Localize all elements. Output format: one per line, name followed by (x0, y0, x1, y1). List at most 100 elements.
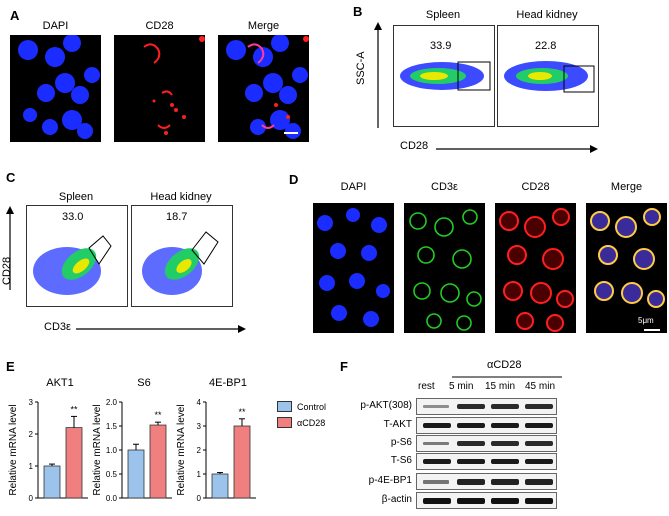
legend-label-treated: αCD28 (297, 417, 326, 428)
y-tick-label: 3 (29, 398, 34, 407)
wb-row-p-4ebp1 (416, 473, 557, 490)
chart-title: S6 (137, 377, 150, 389)
scale-bar (644, 329, 660, 331)
panel-c-ylabel: CD28 (1, 256, 13, 285)
panel-a-merge-image (218, 35, 309, 142)
wb-row-t-s6 (416, 453, 557, 470)
y-tick-label: 0 (197, 494, 202, 503)
y-tick-label: 0.5 (106, 470, 118, 479)
y-tick-label: 1 (197, 470, 202, 479)
panel-a-label: A (10, 8, 20, 23)
y-tick-label: 4 (197, 398, 202, 407)
panel-d-caption-cd3: CD3ε (431, 181, 458, 193)
wb-label-t-s6: T-S6 (390, 455, 412, 466)
panel-c-flow-head-kidney (131, 205, 233, 307)
panel-c-xlabel: CD3ε (44, 321, 71, 333)
significance-mark: ** (70, 404, 78, 414)
bar-control (43, 465, 61, 499)
panel-f-label: F (340, 359, 348, 374)
cd28-rings (499, 208, 574, 332)
panel-c-label: C (6, 170, 16, 185)
panel-b-ylabel: SSC-A (355, 51, 367, 85)
cd3-rings (409, 209, 482, 331)
panel-e-bar-charts: AKT1 Relative mRNA level 0 1 2 3 ** S6 Relative … (8, 377, 256, 503)
chart-title: AKT1 (46, 377, 74, 389)
panel-d-merge-image: 5μm (586, 203, 667, 333)
gate-box (563, 65, 595, 93)
panel-a-caption-merge: Merge (247, 20, 280, 32)
y-tick-label: 3 (197, 422, 202, 431)
panel-c-gate-value-head-kidney: 18.7 (166, 211, 188, 223)
wb-row-t-akt (416, 417, 557, 434)
bar-treated (65, 427, 83, 499)
panel-d-scale-label: 5μm (638, 316, 654, 325)
panel-c-flow-spleen (26, 205, 128, 307)
flow-density (400, 61, 491, 91)
panel-b-flow-spleen (393, 25, 495, 127)
flow-density (142, 231, 219, 295)
chart-ylabel: Relative mRNA level (8, 404, 19, 495)
significance-mark: ** (154, 410, 162, 420)
dapi-nuclei (317, 208, 390, 327)
y-tick-label: 2 (29, 430, 34, 439)
panel-a-caption-dapi: DAPI (42, 20, 69, 32)
panel-a-dapi-image (10, 35, 101, 142)
merge-cells (226, 35, 309, 139)
y-tick-label: 0 (29, 494, 34, 503)
cd28-signal (143, 36, 205, 135)
significance-mark: ** (238, 407, 246, 417)
gate-polygon (191, 231, 219, 265)
panel-b-gate-value-head-kidney: 22.8 (535, 40, 557, 52)
flow-density (504, 61, 595, 93)
y-tick-label: 1.5 (106, 422, 118, 431)
panel-d-caption-dapi: DAPI (340, 181, 367, 193)
y-tick-label: 1.0 (106, 446, 118, 455)
panel-f-lane-45min: 45 min (525, 381, 556, 392)
legend-label-control: Control (297, 401, 327, 412)
panel-b-title-head-kidney: Head kidney (516, 9, 578, 21)
wb-label-beta-actin: β-actin (381, 494, 412, 505)
chart-ylabel: Relative mRNA level (92, 404, 103, 495)
panel-f-group-label: αCD28 (487, 359, 522, 371)
y-tick-label: 2 (197, 446, 202, 455)
panel-e-legend: Control αCD28 (277, 401, 326, 428)
panel-b-label: B (353, 4, 363, 19)
panel-d-dapi-image (313, 203, 394, 333)
panel-b-gate-value-spleen: 33.9 (430, 40, 452, 52)
wb-label-t-akt: T-AKT (383, 419, 412, 430)
bar-control (127, 449, 145, 499)
chart-title: 4E-BP1 (209, 377, 247, 389)
panel-c-gate-value-spleen: 33.0 (62, 211, 84, 223)
flow-density (33, 235, 112, 295)
panel-a-cd28-image (114, 35, 205, 142)
chart-ylabel: Relative mRNA level (176, 404, 187, 495)
panel-c-title-head-kidney: Head kidney (150, 191, 212, 203)
panel-b-xlabel: CD28 (400, 140, 429, 152)
panel-d-cd3-image (404, 203, 485, 333)
wb-label-p-akt: p-AKT(308) (360, 400, 412, 411)
panel-d-caption-cd28: CD28 (521, 181, 550, 193)
panel-e-label: E (6, 359, 15, 374)
merge-rings (590, 208, 665, 331)
panel-c-title-spleen: Spleen (58, 191, 94, 203)
bar-treated (149, 424, 167, 499)
panel-b-title-spleen: Spleen (425, 9, 461, 21)
bar-control (211, 473, 229, 499)
gate-polygon (88, 235, 112, 265)
bar-treated (233, 425, 251, 499)
y-tick-label: 1 (29, 462, 34, 471)
panel-f-lane-15min: 15 min (485, 381, 516, 392)
y-tick-label: 0.0 (106, 494, 118, 503)
gate-box (457, 61, 491, 91)
legend-swatch-control (277, 401, 292, 412)
y-tick-label: 2.0 (106, 398, 118, 407)
dapi-cells (18, 35, 100, 139)
wb-row-p-akt (416, 398, 557, 415)
wb-row-p-s6 (416, 435, 557, 452)
panel-d-cd28-image (495, 203, 576, 333)
wb-label-p-s6: p-S6 (390, 437, 412, 448)
legend-swatch-treated (277, 417, 292, 428)
scale-bar (284, 132, 298, 134)
panel-d-label: D (289, 172, 299, 187)
panel-b-flow-head-kidney (497, 25, 599, 127)
